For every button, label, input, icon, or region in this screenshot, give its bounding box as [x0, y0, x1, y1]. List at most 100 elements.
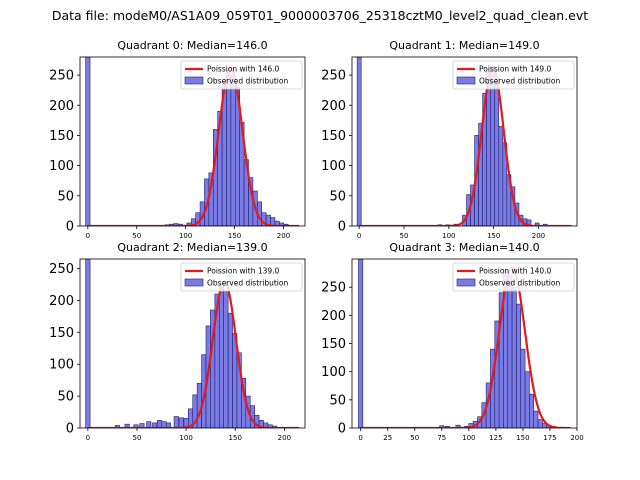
quadrant-1-xtick-label-3: 150: [487, 232, 500, 240]
quadrant-3-legend-box: [452, 262, 575, 292]
quadrant-3-bar-17: [520, 348, 526, 428]
quadrant-2-bar-7: [157, 420, 163, 428]
quadrant-0-ytick-label-4: 200: [49, 99, 74, 114]
quadrant-1-poisson-curve: [359, 66, 572, 226]
quadrant-3-bar-18: [524, 371, 530, 428]
quadrant-1-ytick-label-2: 100: [321, 159, 346, 174]
quadrant-1-axes-frame: [351, 56, 578, 227]
quadrant-3-xtick-label-3: 75: [437, 434, 446, 442]
quadrant-2-legend-bar-label: Observed distribution: [207, 279, 288, 288]
quadrant-3-bar-14: [507, 275, 513, 428]
quadrant-1-xtick-label-2: 100: [442, 232, 455, 240]
quadrant-3-ytick-label-4: 200: [321, 309, 346, 324]
quadrant-0-panel: 0 50 100 150 200 0 50 100 150 200 250 Quadrant 0: M…: [49, 39, 306, 240]
quadrant-2-title: Quadrant 2: Median=139.0: [117, 241, 267, 254]
quadrant-3-bar-20: [533, 410, 539, 428]
quadrant-2-bar-5: [146, 421, 152, 428]
quadrant-1-legend: Poission with 149.0 Observed distribution: [452, 60, 575, 90]
quadrant-2-xtick-label-0: 0: [86, 434, 90, 442]
quadrant-0-axes-frame: [79, 56, 306, 227]
quadrant-1-xtick-label-1: 50: [400, 232, 409, 240]
quadrant-3-bar-16: [516, 303, 522, 428]
quadrant-1-ytick-label-1: 50: [329, 189, 346, 204]
quadrant-3-panel: 0 25 50 75 100 125 150 175 200 0 50 100 150 200 250 Qua…: [321, 241, 584, 442]
quadrant-2-legend: Poission with 139.0 Observed distribution: [180, 262, 303, 292]
quadrant-3-ytick-label-2: 100: [321, 365, 346, 380]
quadrant-2-ytick-label-2: 100: [49, 358, 74, 373]
quadrant-1-bar-11: [490, 65, 496, 226]
quadrant-3-xtick-label-7: 175: [543, 434, 556, 442]
quadrant-1-legend-box: [452, 60, 575, 90]
quadrant-0-legend-curve-label: Poission with 146.0: [207, 65, 280, 74]
quadrant-1-bar-13: [498, 126, 504, 226]
quadrant-2-bar-0: [85, 259, 91, 428]
quadrant-0-legend-bar-label: Observed distribution: [207, 77, 288, 86]
quadrant-0-legend-box: [180, 60, 303, 90]
quadrant-2-ytick-label-0: 0: [66, 422, 74, 437]
quadrant-1-bar-12: [494, 83, 500, 226]
quadrant-2-panel: 0 50 100 150 200 0 50 100 150 200 250 Quadrant 2: M…: [49, 241, 306, 442]
quadrant-1-ytick-label-4: 200: [321, 99, 346, 114]
quadrant-3-ytick-label-3: 150: [321, 337, 346, 352]
quadrant-2-bar-20: [218, 284, 224, 428]
quadrant-1-legend-bar-label: Observed distribution: [479, 77, 560, 86]
quadrant-0-bar-15: [230, 74, 236, 226]
quadrant-3-ytick-label-1: 50: [329, 393, 346, 408]
quadrant-3-legend-bar-swatch: [456, 278, 476, 287]
quadrant-0-ytick-label-0: 0: [66, 220, 74, 235]
quadrant-3-bar-1: [439, 425, 445, 428]
figure-suptitle: Data file: modeM0/AS1A09_059T01_90000037…: [52, 8, 588, 23]
quadrant-0-xtick-label-0: 0: [86, 232, 90, 240]
quadrant-2-legend-box: [180, 262, 303, 292]
quadrant-0-bar-0: [85, 57, 91, 226]
quadrant-2-bar-1: [114, 425, 120, 428]
quadrant-2-bar-4: [139, 423, 145, 428]
quadrant-2-xtick-label-3: 150: [229, 434, 242, 442]
quadrant-2-ytick-label-5: 250: [49, 262, 74, 277]
quadrant-2-ytick-label-3: 150: [49, 326, 74, 341]
quadrant-2-ytick-label-1: 50: [57, 390, 74, 405]
quadrant-2-bar-22: [227, 312, 233, 428]
quadrant-0-legend: Poission with 146.0 Observed distribution: [180, 60, 303, 90]
quadrant-3-poisson-curve: [360, 266, 571, 428]
quadrant-1-ytick-label-0: 0: [338, 220, 346, 235]
quadrant-3-xtick-label-6: 150: [516, 434, 529, 442]
quadrant-3-bar-21: [537, 419, 543, 428]
quadrant-0-legend-bar-swatch: [184, 76, 204, 85]
quadrant-3-legend: Poission with 140.0 Observed distribution: [452, 262, 575, 292]
quadrant-1-ytick-label-5: 250: [321, 69, 346, 84]
quadrant-3-ytick-label-5: 250: [321, 281, 346, 296]
quadrant-0-bar-14: [226, 69, 232, 226]
quadrant-1-bar-21: [534, 222, 540, 226]
quadrant-3-bar-19: [529, 393, 535, 428]
quadrant-0-xtick-label-2: 100: [179, 232, 192, 240]
quadrant-1-xtick-label-0: 0: [357, 232, 361, 240]
quadrant-3-xtick-label-4: 100: [462, 434, 475, 442]
quadrant-3-xtick-label-8: 200: [570, 434, 583, 442]
quadrant-1-xtick-label-4: 200: [532, 232, 545, 240]
quadrant-1-ytick-label-3: 150: [321, 129, 346, 144]
quadrant-0-xtick-label-1: 50: [132, 232, 141, 240]
quadrant-3-xtick-label-0: 0: [358, 434, 362, 442]
quadrant-1-panel: 0 50 100 150 200 0 50 100 150 200 250 Quadrant 1: M…: [321, 39, 578, 240]
quadrant-3-bar-0: [358, 259, 364, 428]
quadrant-0-title: Quadrant 0: Median=146.0: [117, 39, 267, 52]
quadrant-3-xtick-label-1: 25: [383, 434, 392, 442]
quadrant-0-xtick-label-4: 200: [277, 232, 290, 240]
quadrant-1-legend-curve-label: Poission with 149.0: [479, 65, 552, 74]
quadrant-1-bar-0: [356, 57, 362, 226]
quadrant-2-axes-frame: [79, 258, 306, 429]
quadrant-2-poisson-curve: [87, 280, 300, 428]
quadrant-2-bar-21: [223, 290, 229, 428]
quadrant-0-ytick-label-2: 100: [49, 159, 74, 174]
quadrant-0-ytick-label-1: 50: [57, 189, 74, 204]
quadrant-3-legend-bar-label: Observed distribution: [479, 279, 560, 288]
quadrant-3-xtick-label-5: 125: [489, 434, 502, 442]
quadrant-2-xtick-label-4: 200: [278, 434, 291, 442]
quadrant-0-ytick-label-3: 150: [49, 129, 74, 144]
quadrant-2-xtick-label-2: 100: [179, 434, 192, 442]
quadrant-0-xtick-label-3: 150: [228, 232, 241, 240]
quadrant-1-title: Quadrant 1: Median=149.0: [389, 39, 539, 52]
quadrant-2-legend-bar-swatch: [184, 278, 204, 287]
